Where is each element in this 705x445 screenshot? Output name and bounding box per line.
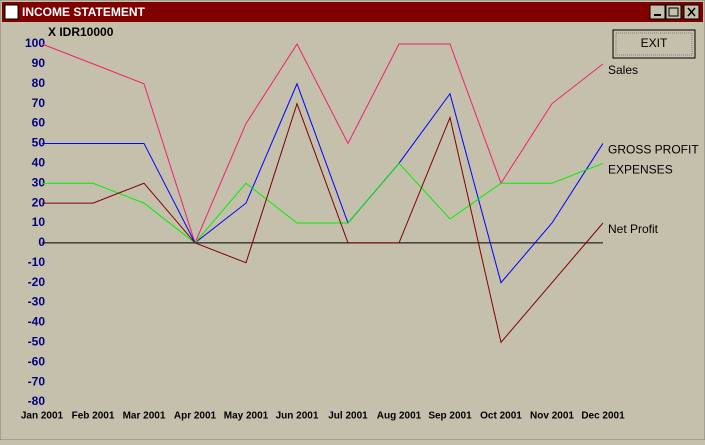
y-tick-label: 10 — [32, 215, 46, 229]
y-tick-label: -30 — [28, 295, 46, 309]
y-tick-label: 80 — [32, 76, 46, 90]
exit-button[interactable]: EXIT — [612, 29, 696, 59]
series-line — [41, 42, 604, 245]
x-tick-label: Jul 2001 — [328, 411, 368, 422]
y-tick-label: -70 — [28, 374, 46, 388]
y-tick-label: 40 — [32, 156, 46, 170]
y-tick-label: -10 — [28, 255, 46, 269]
x-tick-label: Sep 2001 — [428, 411, 472, 422]
series-label: Sales — [608, 63, 638, 77]
y-tick-label: -80 — [28, 394, 46, 408]
maximize-icon — [668, 7, 679, 17]
minimize-button[interactable] — [649, 4, 666, 20]
x-tick-label: May 2001 — [224, 411, 269, 422]
y-tick-label: 0 — [38, 235, 45, 249]
app-icon — [4, 4, 19, 20]
window-controls — [649, 4, 700, 20]
series-line — [42, 162, 604, 244]
x-tick-label: Mar 2001 — [123, 411, 166, 422]
maximize-button[interactable] — [665, 4, 682, 20]
x-tick-label: Feb 2001 — [72, 411, 115, 422]
x-tick-label: Jun 2001 — [276, 411, 319, 422]
exit-focus — [615, 32, 693, 56]
series-label: EXPENSES — [608, 163, 673, 177]
y-tick-label: 50 — [32, 136, 46, 150]
y-tick-label: 100 — [25, 36, 45, 50]
series-label: GROSS PROFIT — [608, 143, 699, 157]
y-tick-label: 30 — [32, 175, 46, 189]
y-tick-label: -50 — [28, 335, 46, 349]
y-tick-label: -40 — [28, 315, 46, 329]
x-tick-label: Apr 2001 — [174, 411, 217, 422]
exit-button-frame[interactable] — [612, 29, 696, 59]
title-bar — [2, 2, 703, 22]
x-tick-label: Aug 2001 — [377, 411, 422, 422]
series-line — [42, 102, 604, 344]
x-tick-label: Jan 2001 — [21, 411, 64, 422]
close-icon — [687, 7, 696, 17]
y-tick-label: 70 — [32, 96, 46, 110]
y-tick-label: -20 — [28, 275, 46, 289]
series-line — [42, 82, 604, 284]
x-tick-label: Dec 2001 — [581, 411, 625, 422]
y-tick-label: 20 — [32, 195, 46, 209]
y-tick-label: 60 — [32, 116, 46, 130]
y-tick-label: -60 — [28, 354, 46, 368]
unit-label: X IDR10000 — [48, 25, 114, 39]
series-label: Net Profit — [608, 222, 659, 236]
x-tick-label: Oct 2001 — [480, 411, 522, 422]
window-title: INCOME STATEMENT — [22, 5, 146, 19]
exit-label[interactable]: EXIT — [641, 36, 668, 50]
y-tick-label: 90 — [32, 56, 46, 70]
x-tick-label: Nov 2001 — [530, 411, 574, 422]
